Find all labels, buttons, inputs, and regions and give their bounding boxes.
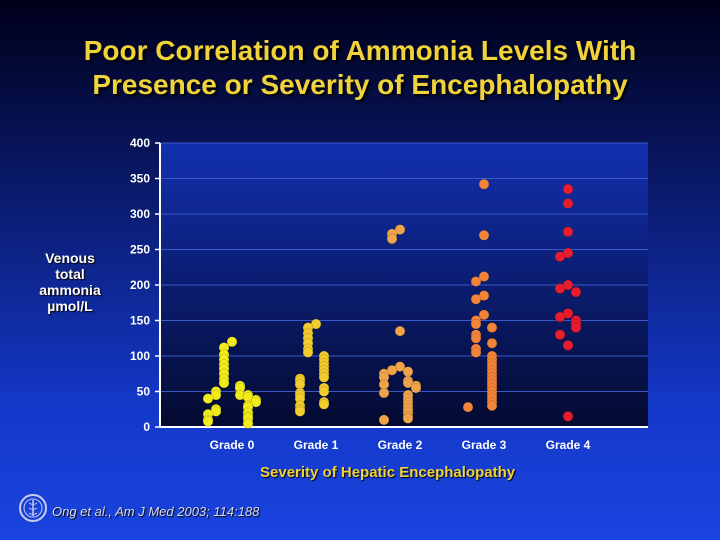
y-tick-labels: 0 50 100 150 200 250 300 350 400 [130,136,150,434]
x-tick-label: Grade 3 [462,438,507,452]
data-points [202,178,582,429]
y-tick-label: 100 [130,349,150,363]
y-tick-label: 250 [130,243,150,257]
data-point [226,336,238,348]
x-tick-label: Grade 1 [294,438,339,452]
y-axis-label-line: total [55,266,85,282]
citation: Ong et al., Am J Med 2003; 114:188 [52,504,260,519]
data-point [402,366,414,377]
data-point [202,393,214,404]
data-point [478,178,490,190]
data-point [242,418,254,429]
data-point [478,271,490,282]
data-point [554,251,566,262]
data-point [562,226,574,237]
series-grade-2 [378,224,422,426]
y-axis-label-line: ammonia [39,282,101,298]
caduceus-seal-icon [19,494,47,522]
slide-title-line-2: Presence or Severity of Encephalopathy [92,69,628,100]
data-point [294,406,306,417]
y-tick-label: 200 [130,278,150,292]
y-axis-label: Venous total ammonia µmol/L [30,250,110,314]
slide-title-line-1: Poor Correlation of Ammonia Levels With [83,35,637,66]
data-point [470,318,482,330]
data-point [470,333,482,344]
data-point [410,382,422,394]
x-tick-label: Grade 2 [378,438,423,452]
data-point [486,337,498,349]
y-tick-label: 50 [137,385,151,399]
data-point [570,286,582,298]
data-point [394,224,406,235]
x-tick-labels: Grade 0 Grade 1 Grade 2 Grade 3 Grade 4 [210,438,591,452]
y-axis-label-line: µmol/L [47,298,93,314]
data-point [202,416,214,427]
data-point [470,293,482,305]
axes [155,142,648,428]
data-point [486,322,498,333]
data-point [562,183,574,195]
data-point [302,347,314,358]
x-tick-label: Grade 4 [546,438,591,452]
data-point [554,283,566,294]
gridlines [160,142,648,392]
y-tick-label: 400 [130,136,150,150]
data-point [462,401,474,413]
y-axis-label-line: Venous [45,250,95,266]
y-tick-label: 0 [143,420,150,434]
data-point [378,387,390,399]
data-point [318,386,330,397]
data-point [218,377,230,389]
series-grade-0 [202,336,262,429]
data-point [478,309,490,321]
x-tick-label: Grade 0 [210,438,255,452]
data-point [402,413,414,424]
y-tick-label: 300 [130,207,150,221]
data-point [470,276,482,287]
data-point [378,414,390,426]
data-point [554,329,566,340]
data-point [562,198,574,209]
data-point [562,411,574,422]
data-point [386,233,398,245]
data-point [562,340,574,351]
series-grade-4 [554,183,582,422]
slide-title: Poor Correlation of Ammonia Levels With … [0,34,720,102]
data-point [470,347,482,358]
series-grade-3 [462,178,498,413]
data-point [478,230,490,241]
x-axis-label: Severity of Hepatic Encephalopathy [260,464,516,481]
series-grade-1 [294,318,330,417]
y-tick-label: 150 [130,314,150,328]
data-point [318,399,330,410]
data-point [486,400,498,411]
data-point [394,325,406,337]
y-tick-label: 350 [130,172,150,186]
data-point [554,311,566,323]
data-point [318,372,330,383]
data-point [570,322,582,333]
